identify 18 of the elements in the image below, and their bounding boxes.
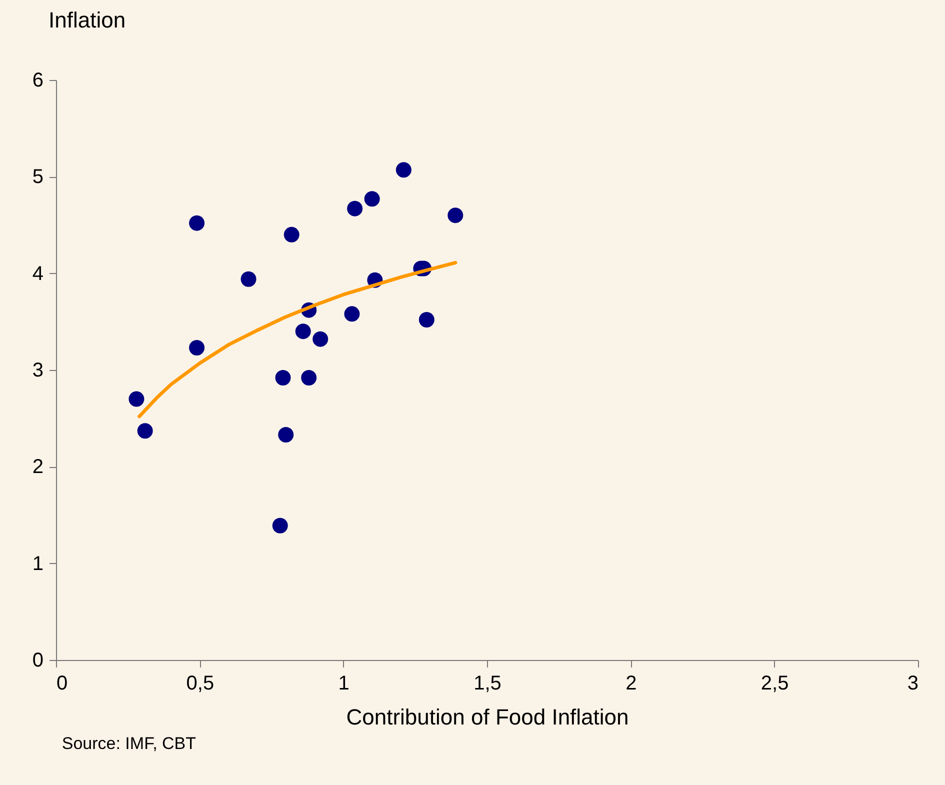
x-tick-label: 3: [907, 672, 918, 694]
y-tick-label: 1: [32, 552, 44, 575]
y-axis-title: Inflation: [48, 8, 126, 32]
x-tick-label: 2: [626, 672, 637, 694]
x-tick-label: 0: [56, 672, 68, 694]
x-tick-label: 2,5: [760, 672, 789, 694]
y-tick-label: 0: [32, 650, 44, 672]
y-tick-label: 4: [32, 262, 44, 285]
x-tick-label: 1: [338, 672, 350, 694]
y-tick-label: 5: [32, 166, 44, 188]
y-tick-label: 6: [32, 70, 44, 92]
y-tick-label: 3: [32, 360, 44, 382]
y-tick-label: 2: [32, 456, 44, 478]
x-axis-title: Contribution of Food Inflation: [346, 704, 629, 730]
x-tick-label: 1,5: [474, 672, 502, 694]
x-tick-label: 0,5: [186, 672, 214, 694]
source-note: Source: IMF, CBT: [62, 734, 196, 753]
line-series: [138, 260, 458, 418]
